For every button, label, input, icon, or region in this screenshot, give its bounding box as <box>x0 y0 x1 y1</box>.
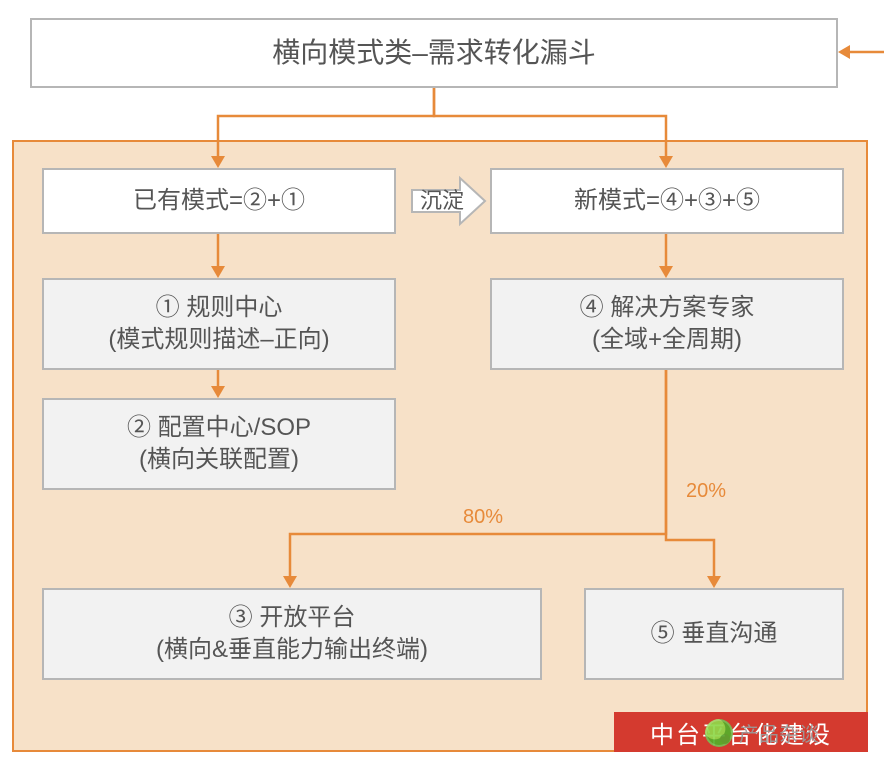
watermark: 产品杂谈 <box>705 718 819 747</box>
box-bottomR: ⑤ 垂直沟通 <box>584 588 844 680</box>
box-bottomL-line1: (横向&垂直能力输出终端) <box>156 634 428 666</box>
box-title: 横向模式类–需求转化漏斗 <box>30 18 838 88</box>
box-right2: ④ 解决方案专家(全域+全周期) <box>490 278 844 370</box>
watermark-label: 产品杂谈 <box>739 718 819 747</box>
edge-label-20%: 20% <box>686 480 726 503</box>
box-title-line0: 横向模式类–需求转化漏斗 <box>272 34 596 72</box>
box-right2-line0: ④ 解决方案专家 <box>580 292 755 324</box>
box-right1: 新模式=④+③+⑤ <box>490 168 844 234</box>
box-left1-line0: 已有模式=②+① <box>133 185 305 217</box>
box-left2: ① 规则中心(模式规则描述–正向) <box>42 278 396 370</box>
edge-label-80%: 80% <box>463 506 503 529</box>
box-left1: 已有模式=②+① <box>42 168 396 234</box>
box-left3-line1: (横向关联配置) <box>139 444 299 476</box>
wechat-icon <box>705 719 733 747</box>
diagram-canvas: 沉淀80%20%横向模式类–需求转化漏斗已有模式=②+①新模式=④+③+⑤① 规… <box>0 0 888 776</box>
box-left3: ② 配置中心/SOP(横向关联配置) <box>42 398 396 490</box>
box-left2-line1: (模式规则描述–正向) <box>108 324 329 356</box>
box-bottomR-line0: ⑤ 垂直沟通 <box>651 618 778 650</box>
box-bottomL: ③ 开放平台(横向&垂直能力输出终端) <box>42 588 542 680</box>
box-right2-line1: (全域+全周期) <box>592 324 742 356</box>
box-left3-line0: ② 配置中心/SOP <box>127 412 311 444</box>
box-right1-line0: 新模式=④+③+⑤ <box>574 185 760 217</box>
box-left2-line0: ① 规则中心 <box>156 292 283 324</box>
box-bottomL-line0: ③ 开放平台 <box>229 602 356 634</box>
